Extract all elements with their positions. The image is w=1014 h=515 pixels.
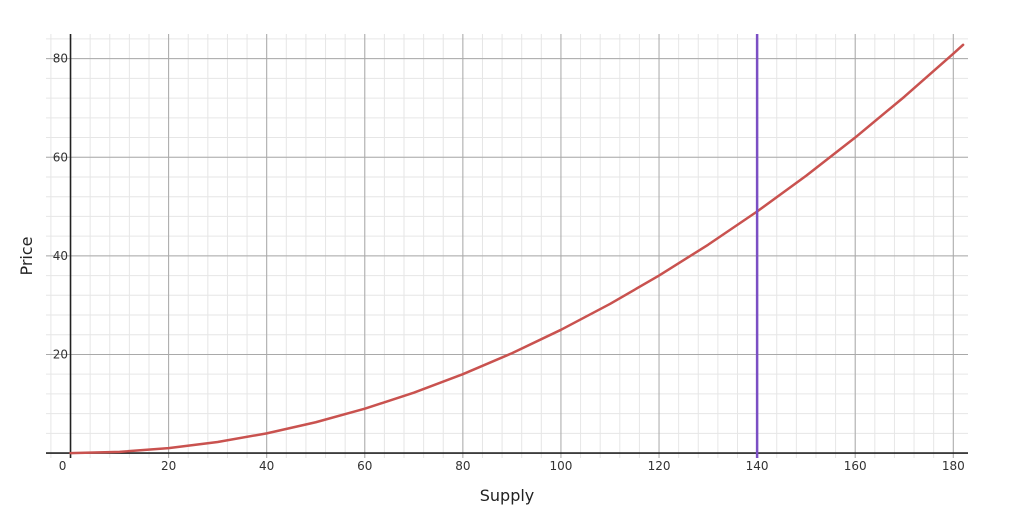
x-axis-title: Supply	[480, 486, 535, 505]
series-layer	[69, 34, 965, 458]
x-tick-label: 80	[455, 459, 470, 473]
axes	[46, 34, 968, 458]
y-tick-label: 80	[53, 52, 68, 66]
price-curve	[69, 43, 965, 455]
x-tick-label: 160	[844, 459, 867, 473]
x-tick-labels: 0 20 40 60 80 100 120 140 160 180	[59, 459, 965, 473]
x-tick-label: 180	[942, 459, 965, 473]
y-tick-label: 60	[53, 150, 68, 164]
x-tick-label: 20	[161, 459, 176, 473]
y-tick-labels: 20 40 60 80	[53, 52, 68, 362]
x-tick-label: 100	[549, 459, 572, 473]
x-tick-label: 60	[357, 459, 372, 473]
minor-grid	[46, 34, 968, 458]
y-tick-label: 40	[53, 249, 68, 263]
x-tick-label: 120	[648, 459, 671, 473]
x-tick-label: 0	[59, 459, 67, 473]
y-axis-title: Price	[17, 236, 36, 275]
y-tick-label: 20	[53, 347, 68, 361]
major-grid	[46, 34, 968, 458]
x-tick-label: 40	[259, 459, 274, 473]
x-tick-label: 140	[746, 459, 769, 473]
